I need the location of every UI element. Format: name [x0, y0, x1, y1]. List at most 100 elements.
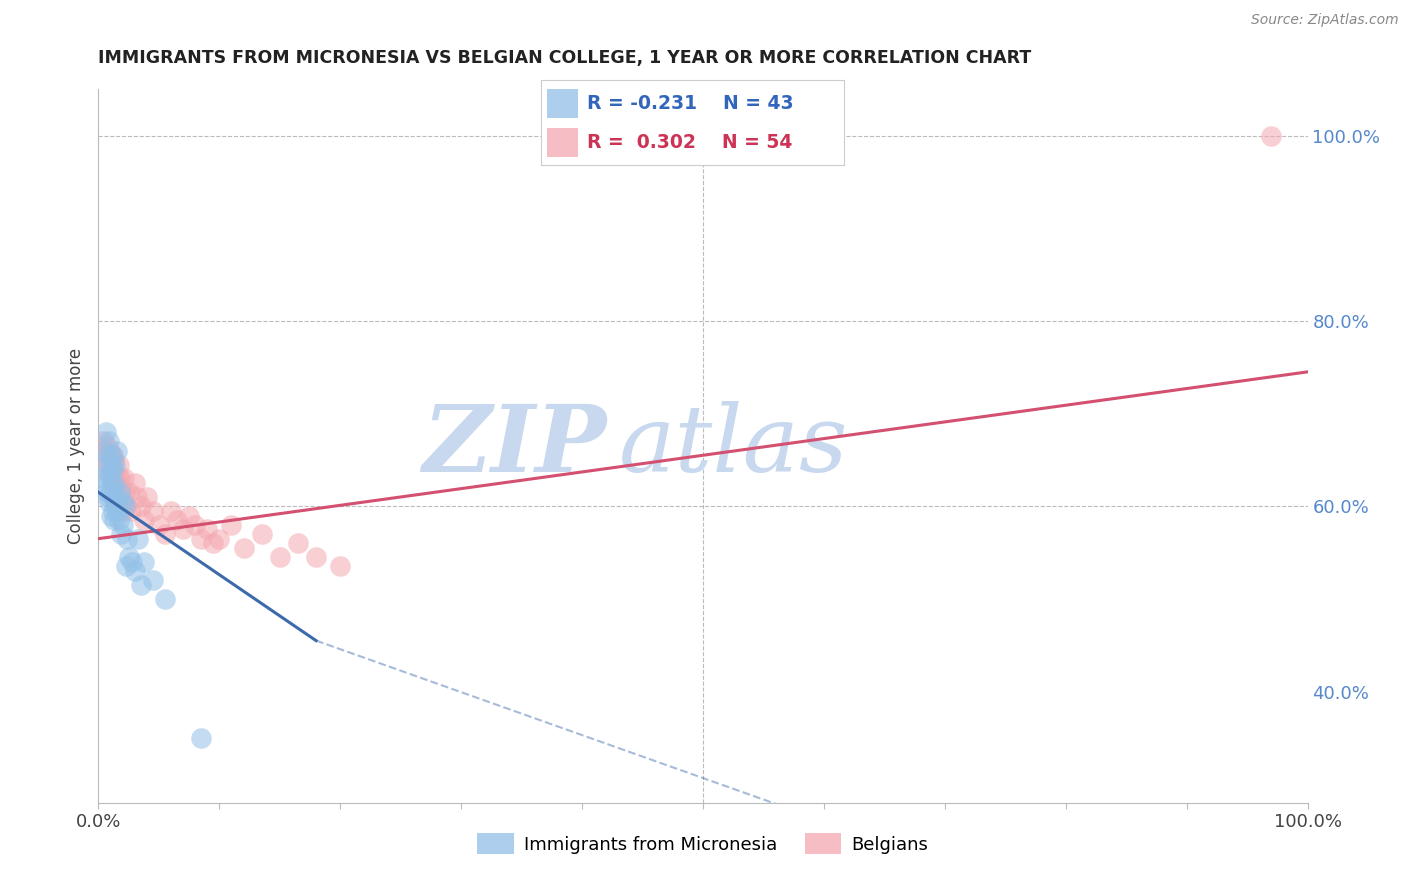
Point	[101, 504, 124, 518]
Point	[108, 513, 131, 527]
Point	[120, 504, 142, 518]
Point	[96, 485, 118, 500]
Point	[190, 731, 212, 745]
Point	[96, 458, 118, 472]
Point	[329, 559, 352, 574]
Point	[127, 490, 149, 504]
Point	[104, 485, 127, 500]
Point	[250, 527, 273, 541]
Point	[142, 574, 165, 588]
Point	[97, 490, 120, 504]
Point	[179, 508, 201, 523]
Point	[111, 494, 134, 508]
Point	[100, 467, 122, 481]
Point	[105, 476, 128, 491]
Point	[100, 485, 122, 500]
Point	[305, 550, 328, 565]
Point	[118, 550, 141, 565]
Point	[98, 467, 121, 481]
Point	[118, 485, 141, 500]
Legend: Immigrants from Micronesia, Belgians: Immigrants from Micronesia, Belgians	[470, 826, 936, 862]
Text: R = -0.231    N = 43: R = -0.231 N = 43	[586, 94, 793, 112]
Point	[202, 536, 225, 550]
Point	[142, 504, 165, 518]
Point	[134, 513, 156, 527]
Point	[124, 476, 146, 491]
Point	[129, 500, 152, 514]
Point	[91, 471, 114, 485]
Point	[105, 500, 128, 514]
Point	[105, 443, 128, 458]
Point	[94, 425, 117, 439]
Point	[129, 578, 152, 592]
Point	[100, 508, 122, 523]
Point	[101, 462, 124, 476]
Point	[100, 476, 122, 491]
Point	[166, 513, 188, 527]
Text: atlas: atlas	[619, 401, 848, 491]
Point	[94, 476, 117, 491]
Point	[110, 527, 132, 541]
Point	[107, 471, 129, 485]
Point	[97, 458, 120, 472]
Point	[101, 462, 124, 476]
Point	[100, 476, 122, 491]
FancyBboxPatch shape	[547, 89, 578, 118]
Point	[103, 476, 125, 491]
Text: IMMIGRANTS FROM MICRONESIA VS BELGIAN COLLEGE, 1 YEAR OR MORE CORRELATION CHART: IMMIGRANTS FROM MICRONESIA VS BELGIAN CO…	[98, 49, 1032, 67]
Point	[104, 494, 127, 508]
Point	[103, 513, 125, 527]
Point	[101, 490, 124, 504]
Point	[1260, 128, 1282, 143]
Point	[98, 443, 121, 458]
Point	[104, 458, 127, 472]
Point	[287, 536, 309, 550]
Point	[111, 517, 134, 532]
Text: R =  0.302    N = 54: R = 0.302 N = 54	[586, 133, 792, 152]
Point	[190, 532, 212, 546]
Point	[107, 490, 129, 504]
Point	[124, 564, 146, 578]
Point	[93, 443, 115, 458]
Point	[100, 448, 122, 462]
Point	[107, 490, 129, 504]
Point	[153, 527, 176, 541]
Point	[103, 476, 125, 491]
Text: Source: ZipAtlas.com: Source: ZipAtlas.com	[1251, 13, 1399, 28]
Point	[153, 591, 176, 606]
Point	[103, 453, 125, 467]
Point	[114, 485, 136, 500]
Point	[98, 434, 121, 449]
Point	[184, 517, 207, 532]
Point	[108, 458, 131, 472]
Point	[195, 523, 218, 537]
Point	[121, 555, 143, 569]
Text: ZIP: ZIP	[422, 401, 606, 491]
Point	[172, 523, 194, 537]
Point	[101, 448, 124, 462]
Point	[221, 517, 243, 532]
Point	[112, 471, 135, 485]
Y-axis label: College, 1 year or more: College, 1 year or more	[66, 348, 84, 544]
Point	[115, 559, 138, 574]
Point	[97, 448, 120, 462]
Point	[100, 448, 122, 462]
Point	[135, 490, 157, 504]
Point	[111, 504, 134, 518]
Point	[108, 485, 131, 500]
Point	[117, 532, 139, 546]
Point	[115, 500, 138, 514]
Point	[94, 453, 117, 467]
Point	[98, 494, 121, 508]
Point	[269, 550, 291, 565]
Point	[148, 517, 170, 532]
Point	[108, 471, 131, 485]
Point	[134, 555, 156, 569]
Point	[110, 485, 132, 500]
Point	[96, 439, 118, 453]
Point	[100, 458, 122, 472]
Point	[105, 504, 128, 518]
Point	[160, 504, 183, 518]
FancyBboxPatch shape	[547, 128, 578, 157]
Point	[208, 532, 231, 546]
